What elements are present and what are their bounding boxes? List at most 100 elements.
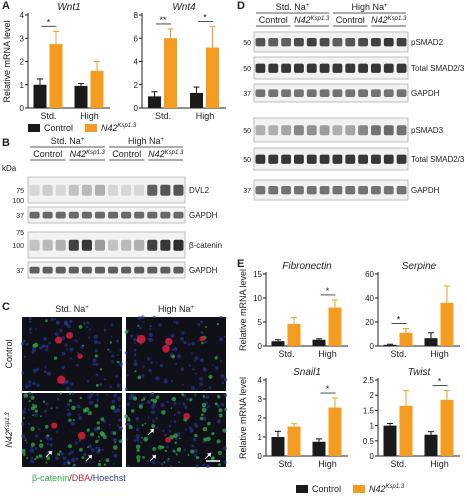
legend-e-n42-label: N42Ksp1.3 (369, 484, 405, 494)
band (42, 184, 53, 196)
band (358, 154, 368, 164)
band (396, 38, 407, 47)
band (345, 89, 356, 97)
band (306, 186, 317, 195)
band (255, 89, 266, 97)
blot-label: DVL2 (189, 186, 210, 195)
band (160, 184, 171, 196)
legend-n42-swatch (85, 124, 98, 132)
y-tick-label: 10 (253, 294, 262, 303)
band (383, 38, 394, 47)
chart-fibronectin: Fibronectin Relative mRNA level 0 5 10 15 Std.… (238, 261, 348, 359)
y-tick-label: 4 (20, 11, 25, 20)
band (173, 266, 184, 274)
subgroup-label: Control (33, 149, 62, 159)
band (121, 239, 132, 251)
bar (148, 96, 161, 108)
blot-label: pSMAD3 (411, 126, 444, 135)
micro-row-label-control: Control (4, 339, 14, 368)
bar (383, 344, 397, 346)
y-tick-label: 5 (258, 318, 263, 327)
band (121, 211, 132, 219)
bar (287, 323, 301, 346)
band (294, 186, 304, 195)
band (371, 186, 381, 195)
band (332, 186, 343, 195)
band (68, 239, 79, 251)
group-label-std: Std. Na+ (51, 137, 85, 146)
blot-label: Total SMAD2/3 (411, 64, 465, 73)
band (332, 89, 343, 97)
chart-wnt1: Wnt1 Relative mRNA level 0 1 2 3 4 Std. High * (2, 2, 110, 121)
arrow-head (152, 455, 156, 459)
band (281, 63, 291, 73)
band (396, 63, 407, 73)
band (68, 184, 79, 196)
panel-label-d: D (237, 0, 245, 12)
panel-label-b: B (2, 137, 10, 149)
x-tick-label: High (196, 111, 215, 121)
legend-e-n42-swatch (353, 485, 366, 493)
y-tick-label: 2.5 (363, 376, 375, 385)
band (29, 211, 40, 219)
blot-label: GAPDH (189, 211, 218, 220)
band (281, 89, 291, 97)
band (29, 184, 40, 196)
x-tick-label: Std. (390, 349, 406, 359)
bar (287, 426, 301, 456)
bar (190, 92, 203, 108)
subgroup-label: N42Ksp1.3 (371, 15, 407, 25)
y-tick-label: 0 (134, 104, 139, 113)
band (396, 89, 407, 97)
micrograph-cells (124, 315, 228, 392)
significance-label: * (397, 315, 401, 325)
band (383, 154, 394, 164)
band (42, 239, 53, 251)
band (173, 239, 184, 251)
y-tick-label: 3 (258, 395, 263, 404)
band (255, 63, 266, 73)
blot-label: GAPDH (189, 266, 218, 275)
mw-marker: 37 (243, 188, 251, 195)
y-tick-label: 0 (258, 342, 263, 351)
band (94, 266, 105, 274)
chart-title: Snail1 (293, 367, 321, 378)
band (55, 266, 66, 274)
chart-title: Fibronectin (282, 261, 332, 272)
bar (206, 47, 219, 108)
legend-a: Control N42Ksp1.3 (28, 123, 136, 133)
bar (271, 341, 285, 346)
y-tick-label: 2 (370, 391, 375, 400)
legend-e-control-swatch (296, 485, 308, 493)
x-tick-label: Std. (390, 459, 406, 469)
band (371, 125, 381, 136)
subgroup-label: Control (259, 15, 288, 25)
band (345, 63, 356, 73)
panel-label-a: A (2, 0, 10, 12)
legend-control-swatch (28, 124, 40, 132)
chart-title: Wnt4 (172, 2, 196, 13)
blot-d-4-strip (253, 147, 409, 171)
blot-label: Total SMAD2/3 (411, 155, 465, 164)
y-tick-label: 1 (258, 433, 263, 442)
band (294, 38, 304, 47)
y-axis-label: Relative mRNA level (238, 269, 248, 351)
band (294, 89, 304, 97)
y-tick-label: 1.5 (363, 406, 375, 415)
y-tick-label: 0 (20, 104, 25, 113)
x-tick-label: Std. (40, 111, 56, 121)
band (147, 266, 158, 274)
y-tick-label: 4 (258, 376, 263, 385)
band (281, 186, 291, 195)
band (396, 125, 407, 136)
band (396, 186, 407, 195)
subgroup-label: N42Ksp1.3 (294, 15, 330, 25)
significance-label: * (326, 384, 330, 394)
band (358, 38, 368, 47)
band (306, 38, 317, 47)
y-tick-label: 2 (258, 414, 263, 423)
band (81, 184, 92, 196)
micro-col-label: High Na+ (158, 304, 195, 314)
band (294, 125, 304, 136)
